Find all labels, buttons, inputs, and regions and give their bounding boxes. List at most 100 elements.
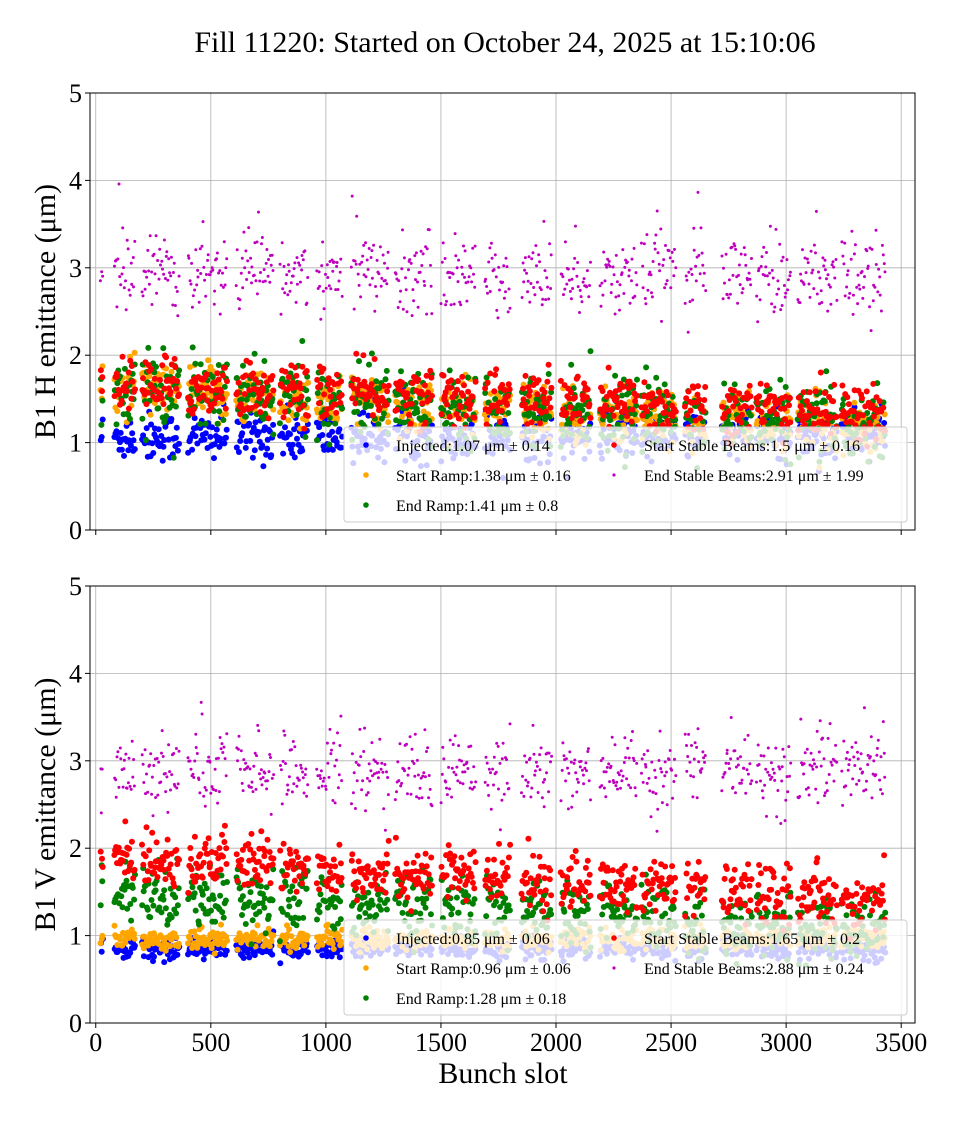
data-point — [422, 382, 428, 388]
data-point — [283, 369, 289, 375]
data-point — [353, 308, 356, 311]
data-point — [372, 356, 378, 362]
data-point — [460, 393, 466, 399]
data-point — [749, 283, 752, 286]
data-point — [151, 954, 157, 960]
data-point — [626, 261, 629, 264]
data-point — [604, 279, 607, 282]
data-point — [429, 264, 432, 267]
data-point — [654, 248, 657, 251]
data-point — [854, 243, 857, 246]
data-point — [293, 267, 296, 270]
data-point — [758, 409, 764, 415]
data-point — [448, 276, 451, 279]
data-point — [493, 366, 499, 372]
data-point — [126, 406, 132, 412]
data-point — [730, 404, 736, 410]
data-point — [624, 413, 630, 419]
data-point — [124, 878, 130, 884]
data-point — [507, 386, 513, 392]
data-point — [144, 288, 147, 291]
data-point — [127, 416, 133, 422]
data-point — [132, 256, 135, 259]
data-point — [759, 298, 762, 301]
data-point — [622, 292, 625, 295]
data-point — [238, 307, 241, 310]
data-point — [285, 273, 288, 276]
data-point — [826, 310, 829, 313]
data-point — [279, 263, 282, 266]
data-point — [610, 283, 613, 286]
data-point — [156, 426, 162, 432]
data-point — [223, 411, 229, 417]
data-point — [497, 316, 500, 319]
data-point — [193, 433, 199, 439]
data-point — [132, 936, 138, 942]
data-point — [114, 408, 120, 414]
data-point — [399, 300, 402, 303]
legend-marker — [611, 442, 617, 448]
data-point — [430, 312, 433, 315]
data-point — [172, 356, 178, 362]
data-point — [574, 225, 577, 228]
legend-entry: Injected:1.07 μm ± 0.14 — [396, 438, 550, 455]
data-point — [327, 387, 333, 393]
data-point — [212, 951, 218, 957]
data-point — [126, 239, 129, 242]
data-point — [173, 404, 179, 410]
data-point — [190, 344, 196, 350]
data-point — [414, 409, 420, 415]
data-point — [144, 401, 150, 407]
data-point — [152, 376, 158, 382]
data-point — [119, 398, 125, 404]
data-point — [495, 275, 498, 278]
data-point — [546, 362, 552, 368]
data-point — [354, 260, 357, 263]
data-point — [175, 448, 181, 454]
data-point — [579, 289, 582, 292]
data-point — [150, 450, 156, 456]
data-point — [100, 270, 103, 273]
data-point — [562, 293, 565, 296]
legend-marker — [363, 472, 369, 478]
data-point — [176, 441, 182, 447]
data-point — [684, 302, 687, 305]
data-point — [605, 266, 608, 269]
data-point — [491, 388, 497, 394]
data-point — [301, 426, 307, 432]
data-point — [192, 294, 195, 297]
data-point — [360, 261, 363, 264]
data-point — [740, 253, 743, 256]
data-point — [305, 413, 311, 419]
data-point — [336, 933, 342, 939]
data-point — [173, 386, 179, 392]
data-point — [223, 406, 229, 412]
data-point — [428, 375, 434, 381]
data-point — [872, 299, 875, 302]
data-point — [292, 275, 295, 278]
data-point — [338, 445, 344, 451]
data-point — [721, 381, 727, 387]
data-point — [387, 251, 390, 254]
data-point — [506, 381, 512, 387]
data-point — [132, 285, 135, 288]
data-point — [395, 273, 398, 276]
legend-marker — [363, 442, 369, 448]
data-point — [98, 422, 104, 428]
data-point — [503, 297, 506, 300]
data-point — [302, 434, 308, 440]
data-point — [784, 292, 787, 295]
data-point — [568, 362, 574, 368]
data-point — [736, 302, 739, 305]
data-point — [884, 270, 887, 273]
data-point — [163, 413, 169, 419]
data-point — [695, 383, 701, 389]
data-point — [264, 446, 270, 452]
data-point — [224, 427, 230, 433]
data-point — [820, 289, 823, 292]
y-tick-label: 5 — [69, 79, 82, 108]
data-point — [271, 254, 274, 257]
data-point — [151, 303, 154, 306]
